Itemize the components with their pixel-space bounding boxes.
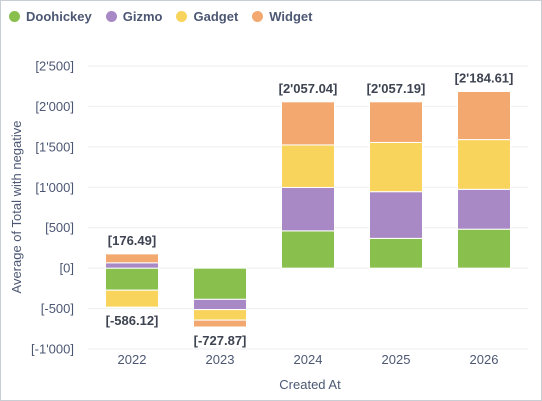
total-labels: [176.49] [2'057.04] [2'057.19] [2'184.61] [-… — [106, 71, 514, 348]
x-axis-ticks: 2022 2023 2024 2025 2026 — [118, 352, 499, 367]
legend-dot-gizmo — [105, 10, 117, 22]
bar-doohickey-2023 — [193, 267, 247, 300]
bar-gizmo-2022 — [105, 262, 159, 269]
y-axis-ticks: [-1'000] [-500] [0] [500] [1'000] [1'500] [2'0… — [31, 59, 74, 357]
bar-doohickey-2022 — [105, 267, 159, 291]
legend-label-gizmo: Gizmo — [122, 8, 163, 24]
y-tick-label: [-1'000] — [31, 342, 74, 357]
legend-item-gizmo[interactable]: Gizmo — [105, 8, 163, 24]
y-tick-label: [0] — [60, 261, 74, 276]
legend-dot-widget — [252, 10, 264, 22]
bar-widget-2024 — [281, 101, 335, 146]
bar-gadget-2023 — [193, 309, 247, 321]
total-label-negative-2022: [-586.12] — [106, 313, 159, 328]
bar-widget-2026 — [457, 91, 511, 141]
x-axis-title: Created At — [279, 377, 341, 392]
x-tick-label: 2022 — [118, 352, 147, 367]
legend-item-widget[interactable]: Widget — [252, 8, 313, 24]
bar-gadget-2024 — [281, 144, 335, 188]
bar-gizmo-2025 — [369, 191, 423, 239]
x-tick-label: 2024 — [294, 352, 323, 367]
bar-gadget-2022 — [105, 289, 159, 308]
bar-gizmo-2024 — [281, 186, 335, 232]
y-axis-title: Average of Total with negative — [9, 121, 24, 294]
y-tick-label: [2'500] — [35, 59, 74, 74]
legend-label-doohickey: Doohickey — [26, 8, 92, 24]
y-tick-label: [1'000] — [35, 180, 74, 195]
bar-doohickey-2025 — [369, 237, 423, 269]
bar-widget-2022 — [105, 253, 159, 264]
x-tick-label: 2023 — [206, 352, 235, 367]
bar-gadget-2025 — [369, 141, 423, 193]
bar-doohickey-2026 — [457, 228, 511, 269]
total-label-positive-2026: [2'184.61] — [455, 71, 514, 86]
bar-gizmo-2026 — [457, 188, 511, 230]
y-tick-label: [-500] — [41, 301, 74, 316]
x-tick-label: 2025 — [382, 352, 411, 367]
legend-dot-doohickey — [9, 10, 20, 22]
y-tick-label: [1'500] — [35, 139, 74, 154]
bar-gizmo-2023 — [193, 298, 247, 311]
legend-item-doohickey[interactable]: Doohickey — [9, 9, 92, 24]
legend-label-widget: Widget — [269, 8, 313, 24]
bar-widget-2023 — [193, 319, 247, 328]
bar-doohickey-2024 — [281, 230, 335, 269]
y-tick-label: [500] — [45, 220, 74, 235]
legend-dot-gadget — [176, 10, 188, 22]
bar-widget-2025 — [369, 101, 423, 143]
total-label-negative-2023: [-727.87] — [194, 333, 247, 348]
y-tick-label: [2'000] — [35, 99, 74, 114]
legend: Doohickey Gizmo Gadget Widget — [9, 6, 313, 26]
legend-label-gadget: Gadget — [193, 8, 239, 24]
x-tick-label: 2026 — [470, 352, 499, 367]
total-label-positive-2025: [2'057.19] — [367, 81, 426, 96]
legend-item-gadget[interactable]: Gadget — [176, 9, 238, 24]
total-label-positive-2024: [2'057.04] — [279, 81, 338, 96]
bars — [105, 91, 511, 328]
bar-gadget-2026 — [457, 139, 511, 190]
gridlines — [88, 65, 528, 350]
total-label-positive-2022: [176.49] — [108, 233, 156, 248]
